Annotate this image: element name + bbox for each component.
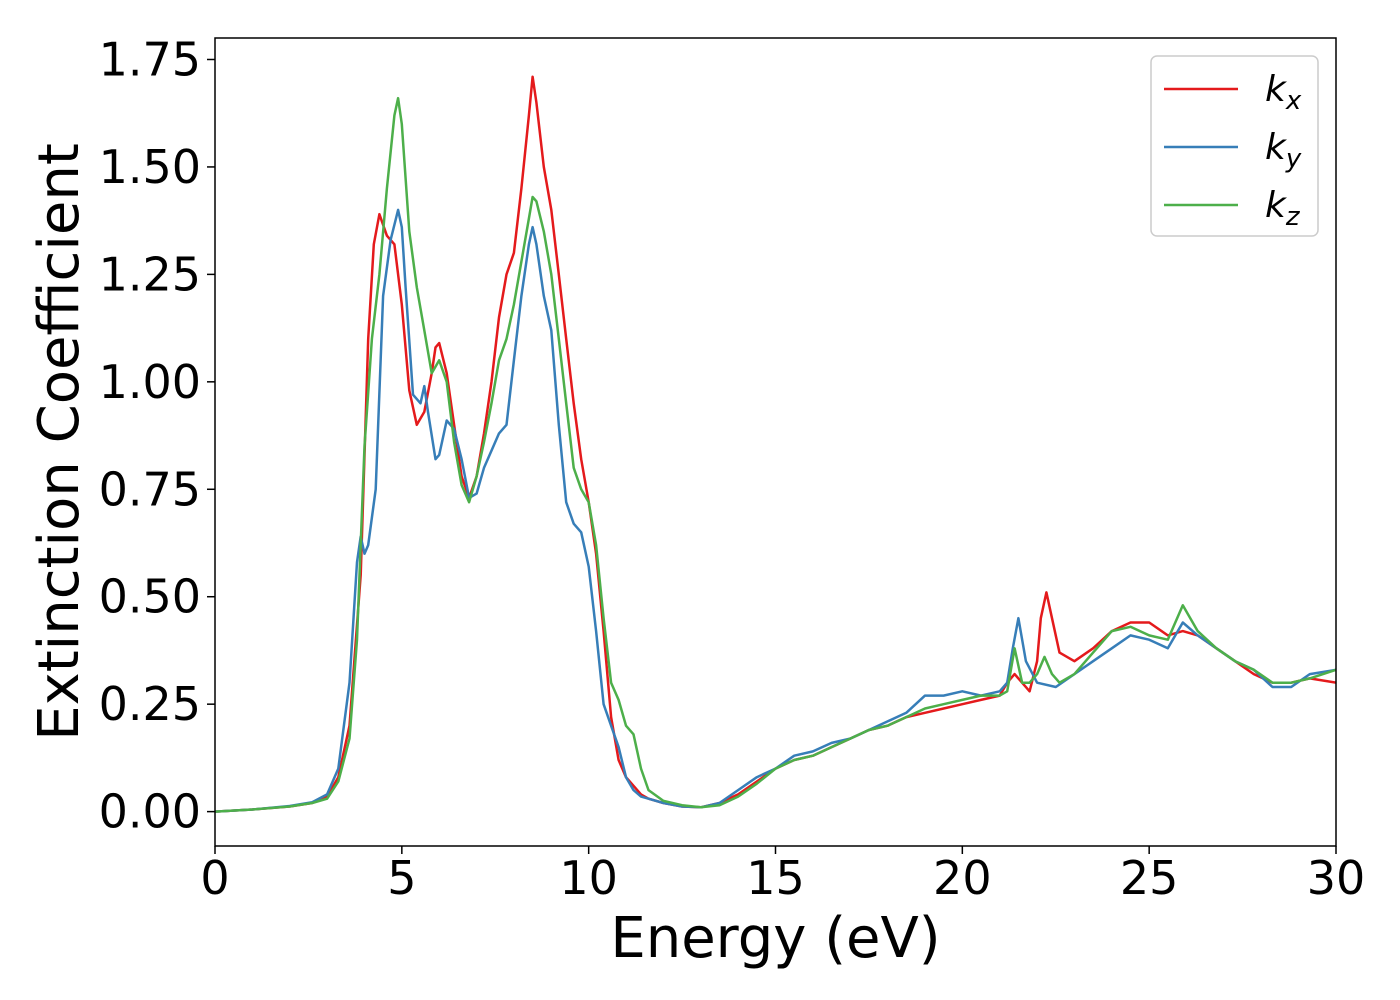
series-line-kz [215,96,1336,813]
y-tick-label: 1.25 [99,247,201,301]
series-layer [215,75,1336,813]
legend-label-ky: ky [1265,127,1302,174]
x-tick-label: 15 [746,851,805,905]
y-tick-label: 0.50 [99,570,201,624]
y-tick-label: 0.25 [99,677,201,731]
legend-label-subscript: y [1285,144,1302,174]
y-tick-label: 1.75 [99,32,201,86]
legend-label-subscript: z [1285,202,1301,232]
x-tick-label: 0 [200,851,229,905]
legend-label-base: k [1265,185,1288,226]
series-line-ky [215,208,1336,813]
legend-label-base: k [1265,69,1288,110]
y-tick-label: 1.50 [99,140,201,194]
y-axis-title: Extinction Coefficient [27,143,92,741]
legend-label-base: k [1265,127,1288,168]
ticks-layer: 0 5 10 15 20 25 30 0.00 0.25 0.50 0.75 1.00 1.25 1.50… [99,32,1366,905]
x-tick-label: 10 [559,851,618,905]
y-tick-label: 1.00 [99,355,201,409]
y-tick-label: 0.75 [99,462,201,516]
y-tick-label: 0.00 [99,785,201,839]
x-axis-title: Energy (eV) [610,906,940,971]
x-tick-label: 25 [1120,851,1179,905]
x-tick-label: 5 [387,851,416,905]
x-tick-label: 30 [1307,851,1366,905]
legend-label-kx: kx [1265,69,1302,116]
legend-label-kz: kz [1265,185,1301,232]
legend-label-subscript: x [1285,86,1302,116]
x-tick-label: 20 [933,851,992,905]
